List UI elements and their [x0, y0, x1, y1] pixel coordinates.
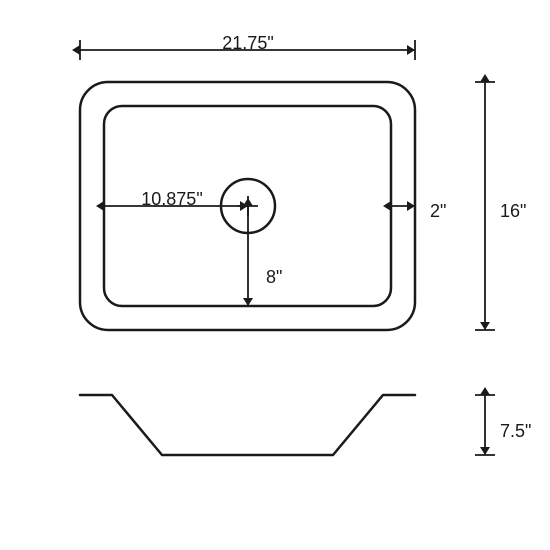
side-view-profile [80, 395, 415, 455]
dim-width-label: 21.75" [222, 33, 273, 53]
dim-height-label: 16" [500, 201, 526, 221]
dim-depth-label: 7.5" [500, 421, 531, 441]
dim-halfheight-label: 8" [266, 267, 282, 287]
dim-halfwidth-label: 10.875" [141, 189, 202, 209]
dim-rim-label: 2" [430, 201, 446, 221]
